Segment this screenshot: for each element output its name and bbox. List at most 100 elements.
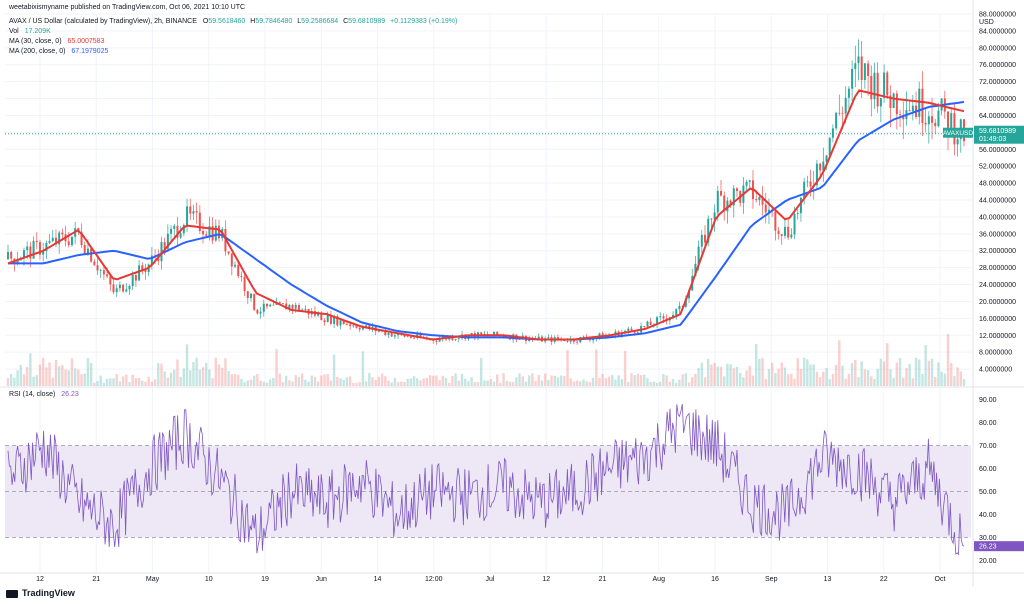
volume-bar — [310, 375, 313, 386]
candle-body — [921, 88, 924, 123]
candle-body — [16, 260, 19, 265]
volume-bar — [243, 382, 246, 386]
volume-bar — [77, 369, 80, 386]
volume-bar — [761, 357, 764, 386]
volume-bar — [476, 382, 480, 386]
candle-body — [122, 284, 125, 292]
volume-bar — [371, 377, 374, 386]
volume-bar — [294, 375, 297, 386]
candle-body — [847, 88, 850, 98]
volume-bar — [6, 378, 10, 386]
countdown-label: 01:49:03 — [979, 136, 1006, 143]
candle-body — [755, 199, 758, 201]
volume-bar — [25, 367, 29, 386]
volume-bar — [697, 368, 700, 386]
volume-bar — [451, 375, 454, 386]
volume-bar — [783, 367, 787, 386]
volume-bar — [297, 377, 301, 386]
ohlc-high-label: H — [250, 18, 256, 25]
volume-bar — [307, 381, 310, 386]
volume-bar — [173, 369, 176, 386]
volume-bar — [355, 382, 358, 386]
candle-body — [873, 72, 876, 100]
volume-bar — [13, 377, 16, 386]
volume-bar — [956, 367, 959, 386]
volume-bar — [556, 377, 560, 386]
candle-body — [352, 325, 355, 327]
volume-bar — [217, 364, 221, 386]
volume-bar — [406, 378, 409, 386]
volume-bar — [336, 376, 339, 386]
candle-body — [390, 332, 393, 337]
candle-body — [198, 212, 201, 232]
volume-bar — [726, 363, 729, 386]
candle-body — [131, 275, 134, 287]
volume-bar — [300, 373, 304, 386]
candle-body — [249, 293, 252, 299]
volume-bar — [649, 382, 652, 386]
volume-bar — [249, 379, 253, 386]
volume-bar — [639, 375, 643, 386]
volume-bar — [35, 375, 38, 386]
candle-body — [707, 218, 710, 243]
volume-bar — [854, 360, 857, 386]
candle-body — [393, 335, 396, 337]
volume-bar — [802, 357, 806, 386]
volume-bar — [579, 381, 582, 386]
volume-bar — [432, 375, 435, 386]
candle-body — [58, 232, 61, 245]
volume-bar — [368, 373, 371, 386]
volume-bar — [86, 358, 90, 386]
volume-bar — [246, 380, 249, 386]
symbol-legend: AVAX / US Dollar (calculated by TradingV… — [9, 18, 457, 25]
tradingview-brand[interactable]: TradingView — [6, 588, 75, 598]
volume-bar — [828, 379, 831, 386]
rsi-value: 26.23 — [61, 391, 79, 398]
volume-bar — [380, 373, 384, 386]
candle-body — [895, 93, 898, 115]
volume-bar — [438, 380, 441, 386]
volume-bar — [268, 379, 272, 386]
candle-body — [729, 200, 732, 206]
candle-body — [54, 237, 57, 245]
volume-bar — [572, 381, 576, 386]
candle-body — [294, 305, 297, 309]
time-tick-label: May — [146, 576, 160, 583]
candle-body — [128, 286, 131, 290]
candle-body — [694, 263, 697, 277]
candle-body — [48, 241, 51, 243]
candle-body — [831, 128, 834, 138]
volume-bar — [515, 377, 518, 386]
volume-bar — [751, 375, 755, 386]
candle-body — [835, 112, 838, 129]
ohlc-high: 59.7846480 — [255, 18, 293, 25]
candle-body — [704, 234, 707, 243]
volume-bar — [169, 372, 173, 386]
candle-body — [892, 93, 895, 109]
volume-bar — [643, 374, 646, 386]
candle-body — [70, 236, 73, 246]
volume-bar — [786, 374, 790, 386]
volume-bar — [850, 363, 854, 386]
volume-bar — [115, 374, 118, 386]
volume-bar — [962, 379, 966, 386]
volume-bar — [553, 375, 556, 386]
volume-bar — [320, 375, 323, 386]
last-price-label: 59.6810989 — [979, 128, 1016, 135]
volume-bar — [534, 381, 537, 386]
rsi-last-box — [974, 541, 1024, 552]
candle-body — [678, 305, 681, 310]
volume-bar — [9, 374, 13, 386]
candle-body — [688, 290, 691, 299]
volume-bar — [358, 382, 361, 386]
candle-body — [99, 270, 102, 272]
volume-bar — [707, 358, 710, 386]
volume-bar — [339, 378, 342, 386]
symbol-title: AVAX / US Dollar (calculated by TradingV… — [9, 18, 197, 25]
candle-body — [272, 304, 275, 306]
time-tick-label: 14 — [374, 576, 382, 583]
volume-bar — [633, 375, 636, 386]
time-tick-label: 21 — [92, 576, 100, 583]
symbol-tag: AVAXUSD — [943, 130, 973, 137]
